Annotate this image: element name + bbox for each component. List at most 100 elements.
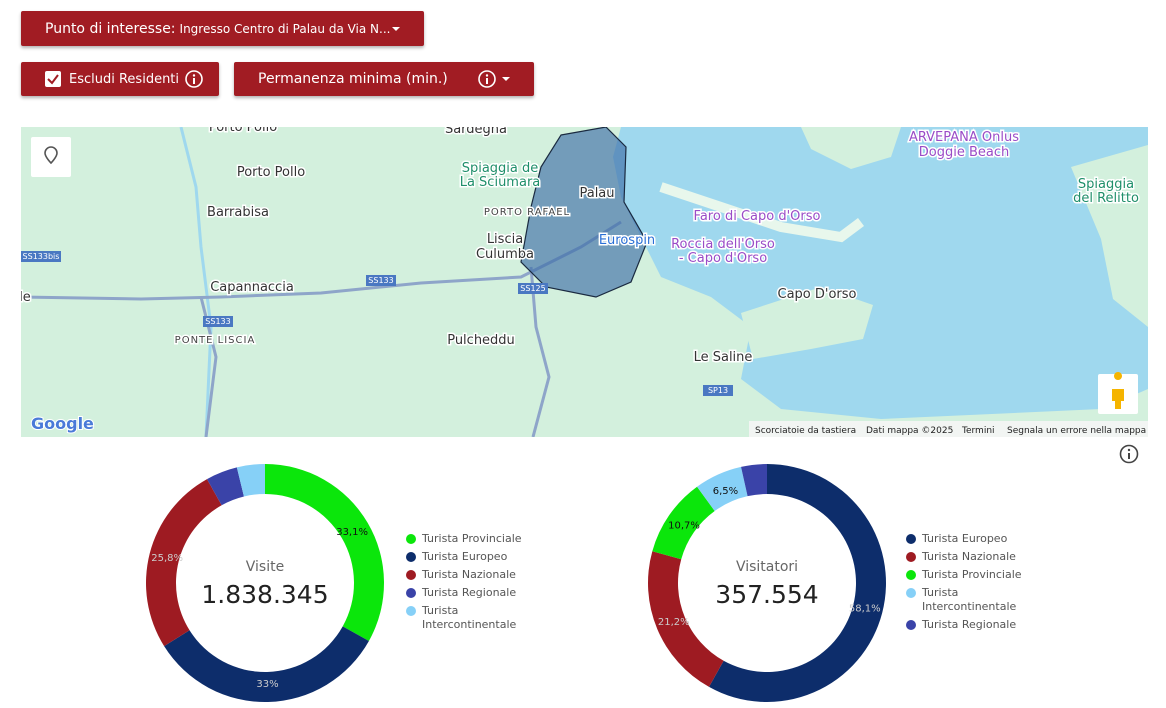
poi-value: Ingresso Centro di Palau da Via N... <box>179 21 391 36</box>
map-footer-link[interactable]: Scorciatoie da tastiera <box>755 426 856 436</box>
road-shield <box>366 275 396 286</box>
legend-item: Turista Provinciale <box>406 532 526 546</box>
locate-button[interactable] <box>31 137 71 177</box>
map-label: le <box>21 290 31 305</box>
legend-item: Turista Provinciale <box>906 568 1026 582</box>
river <box>179 127 213 437</box>
legend-item: Turista Regionale <box>406 586 526 600</box>
map-label: Eurospin <box>599 233 655 248</box>
donut-segment <box>236 464 265 497</box>
legend-swatch <box>906 552 916 562</box>
data-label: 25,8% <box>151 553 183 564</box>
caret <box>392 26 400 31</box>
locate-icon <box>44 146 58 165</box>
map[interactable]: Porto Pollo Sardegna Spiaggia de La Sciu… <box>21 127 1148 437</box>
road-shield <box>518 283 548 294</box>
donut-segment <box>146 479 222 647</box>
map-label: Porto Pollo <box>209 127 277 135</box>
info-icon <box>185 70 203 88</box>
info-icon[interactable] <box>1119 444 1139 464</box>
data-label: 6,5% <box>713 486 738 497</box>
map-label: SS133bis <box>23 252 60 261</box>
legend: Turista Provinciale Turista Europeo Turist… <box>406 532 526 636</box>
donut-segment <box>697 466 748 511</box>
legend-text: Turista Intercontinentale <box>922 586 1017 613</box>
map-label: SS133 <box>368 276 393 285</box>
charts: 33,1% 33% 25,8% Visite 1.838.345 58,1% 21,2% 10… <box>146 464 886 702</box>
map-label: Capo D'orso <box>778 287 857 302</box>
map-label: PONTE LISCIA <box>175 335 256 346</box>
legend-swatch <box>406 606 416 616</box>
map-label: Faro di Capo d'Orso <box>694 209 821 224</box>
donut-segment <box>265 464 385 641</box>
center-label: Visitatori <box>736 559 798 575</box>
legend-swatch <box>906 534 916 544</box>
exclude-residents-label: Escludi Residenti <box>69 71 180 87</box>
checkbox <box>45 71 61 87</box>
road-shield <box>203 316 233 327</box>
map-label: Culumba <box>476 247 534 262</box>
map-label: del Relitto <box>1073 191 1139 206</box>
map-label: SS133 <box>205 317 230 326</box>
map-footer-link[interactable]: Segnala un errore nella mappa <box>1007 426 1146 436</box>
legend-text: Turista Regionale <box>922 618 1017 631</box>
pegman <box>1112 372 1124 409</box>
poi-label: Punto di interesse: <box>45 20 176 37</box>
data-label: 33,1% <box>336 527 368 538</box>
legend-text: Turista Europeo <box>422 550 508 563</box>
legend-item: Turista Europeo <box>406 550 526 564</box>
map-label: Doggie Beach <box>919 145 1009 160</box>
exclude-residents[interactable]: Escludi Residenti <box>21 62 219 96</box>
road-shield <box>703 385 733 396</box>
map-label: Palau <box>579 186 614 201</box>
min-stay-dropdown[interactable]: Permanenza minima (min.) <box>234 62 534 96</box>
map-logo: Google <box>31 414 94 433</box>
map-label: ARVEPANA Onlus <box>909 130 1019 145</box>
donut-segment <box>652 486 715 560</box>
map-label: La Sciumara <box>460 175 541 190</box>
map-label: - Capo d'Orso <box>679 251 767 266</box>
map-label: Capannaccia <box>210 280 294 295</box>
road-shield <box>21 251 61 262</box>
map-label: Le Saline <box>694 350 753 365</box>
map-footer-link[interactable]: Termini <box>961 426 995 436</box>
legend-swatch <box>906 570 916 580</box>
map-label: Barrabisa <box>207 205 269 220</box>
center-total: 357.554 <box>715 580 818 609</box>
map-label: Liscia <box>487 232 523 247</box>
data-label: 21,2% <box>658 617 690 628</box>
coast <box>659 182 864 243</box>
land <box>1071 145 1148 327</box>
map-footer-text: Dati mappa ©2025 <box>866 426 953 436</box>
donut-segment <box>648 551 724 687</box>
legend-swatch <box>906 588 916 598</box>
map-label: Roccia dell'Orso <box>671 237 775 252</box>
area-polygon[interactable] <box>520 127 648 298</box>
center-total: 1.838.345 <box>201 580 328 609</box>
info-icon <box>477 70 496 88</box>
min-stay-label: Permanenza minima (min.) <box>258 71 448 87</box>
donut-segment <box>741 464 767 497</box>
map-label: PORTO RAFAEL <box>484 207 570 218</box>
legend: Turista Europeo Turista Nazionale Turista … <box>906 532 1026 636</box>
donut-segment <box>709 464 886 702</box>
legend-text: Turista Provinciale <box>422 532 522 545</box>
center-label: Visite <box>246 559 284 575</box>
poi-dropdown[interactable]: Punto di interesse: Ingresso Centro di P… <box>21 11 424 46</box>
legend-item: Turista Intercontinentale <box>406 604 526 632</box>
data-label: 58,1% <box>849 603 881 614</box>
map-label: SP13 <box>708 386 728 395</box>
legend-text: Turista Regionale <box>422 586 517 599</box>
map-label: Spiaggia de <box>462 161 539 176</box>
legend-text: Turista Provinciale <box>922 568 1022 581</box>
legend-swatch <box>406 570 416 580</box>
map-label: Pulcheddu <box>447 333 515 348</box>
legend-item: Turista Europeo <box>906 532 1026 546</box>
map-label: Sardegna <box>445 127 507 137</box>
land <box>801 127 901 169</box>
data-label: 33% <box>256 679 278 690</box>
legend-swatch <box>906 620 916 630</box>
legend-item: Turista Nazionale <box>906 550 1026 564</box>
legend-text: Turista Europeo <box>922 532 1008 545</box>
